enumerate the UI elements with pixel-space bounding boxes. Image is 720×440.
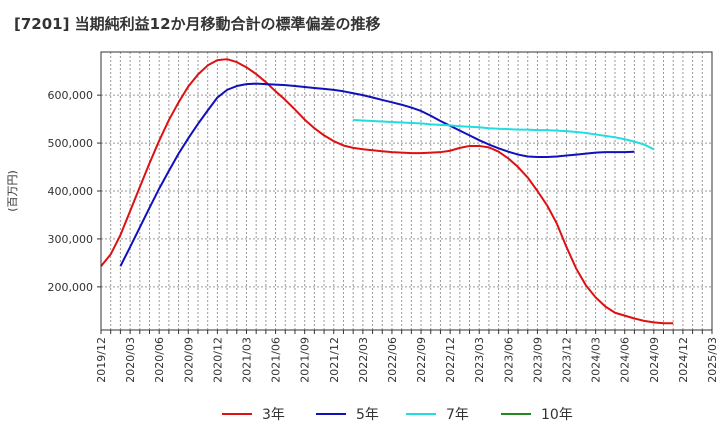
series-line-3 bbox=[353, 119, 655, 151]
x-tick-label: 2022/12 bbox=[444, 337, 457, 383]
x-tick-label: 2020/09 bbox=[182, 337, 195, 383]
x-tick-label: 2022/03 bbox=[357, 337, 370, 383]
x-tick-label: 2021/03 bbox=[240, 337, 253, 383]
legend-label-2: 5年 bbox=[356, 407, 379, 423]
x-tick-label: 2024/09 bbox=[648, 337, 661, 383]
axes: 200,000 300,000 400,000 500,000 600,000 2019/… bbox=[48, 51, 719, 383]
x-tick-label: 2023/03 bbox=[473, 337, 486, 383]
x-tick-label: 2025/03 bbox=[706, 337, 719, 383]
x-tick-label: 2023/06 bbox=[502, 337, 515, 383]
x-tick-label: 2020/06 bbox=[153, 337, 166, 383]
series-line-1 bbox=[100, 58, 674, 325]
x-tick-label: 2019/12 bbox=[95, 337, 108, 383]
y-tick-label: 500,000 bbox=[48, 137, 94, 150]
x-tick-label: 2024/12 bbox=[677, 337, 690, 383]
legend: 3年 5年 7年 10年 bbox=[222, 407, 573, 423]
x-tick-label: 2024/06 bbox=[619, 337, 632, 383]
legend-label-4: 10年 bbox=[541, 407, 573, 423]
legend-label-1: 3年 bbox=[262, 407, 285, 423]
y-tick-label: 600,000 bbox=[48, 89, 94, 102]
x-tick-label: 2023/09 bbox=[531, 337, 544, 383]
series-line-2 bbox=[119, 82, 635, 267]
x-tick-label: 2021/09 bbox=[299, 337, 312, 383]
x-tick-label: 2022/06 bbox=[386, 337, 399, 383]
x-tick-label: 2020/03 bbox=[124, 337, 137, 383]
x-tick-label: 2020/12 bbox=[211, 337, 224, 383]
legend-label-3: 7年 bbox=[446, 407, 469, 423]
x-tick-label: 2023/12 bbox=[561, 337, 574, 383]
chart-title: [7201] 当期純利益12か月移動合計の標準偏差の推移 bbox=[14, 15, 381, 33]
x-tick-label: 2021/06 bbox=[270, 337, 283, 383]
y-tick-label: 200,000 bbox=[48, 281, 94, 294]
y-axis-label: (百万円) bbox=[6, 170, 19, 212]
y-tick-label: 300,000 bbox=[48, 233, 94, 246]
x-tick-label: 2021/12 bbox=[328, 337, 341, 383]
x-tick-label: 2024/03 bbox=[590, 337, 603, 383]
y-tick-label: 400,000 bbox=[48, 185, 94, 198]
x-tick-label: 2022/09 bbox=[415, 337, 428, 383]
grid-lines bbox=[101, 52, 712, 330]
series-layer bbox=[100, 58, 674, 325]
